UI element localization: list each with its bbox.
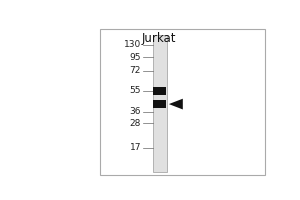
Text: 28: 28 [130, 119, 141, 128]
Text: 55: 55 [130, 86, 141, 95]
Text: 95: 95 [130, 53, 141, 62]
Bar [100, 29, 266, 175]
Text: Jurkat: Jurkat [141, 32, 176, 45]
Text: 130: 130 [124, 40, 141, 49]
Text: 17: 17 [130, 143, 141, 152]
Bar [153, 87, 166, 95]
Bar [153, 100, 166, 108]
Polygon shape [169, 99, 183, 109]
Text: 72: 72 [130, 66, 141, 75]
Text: 36: 36 [130, 107, 141, 116]
Bar [153, 35, 166, 172]
